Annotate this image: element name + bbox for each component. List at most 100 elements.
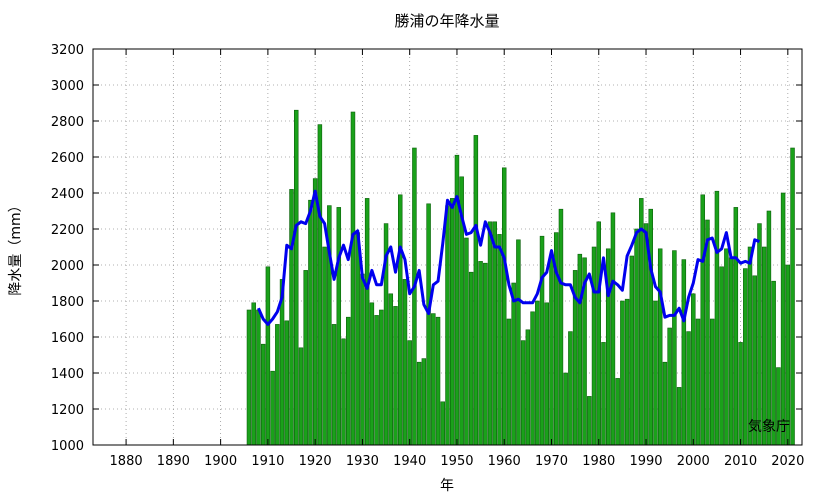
x-tick-label: 1960 — [488, 454, 521, 469]
bar — [705, 219, 710, 446]
bar — [648, 208, 653, 446]
bar — [549, 257, 554, 446]
bar — [728, 257, 734, 446]
bar — [530, 311, 535, 446]
bar — [691, 293, 696, 446]
bar — [317, 124, 323, 446]
bar — [445, 205, 450, 446]
x-tick-label: 1930 — [346, 454, 379, 469]
bar — [761, 246, 767, 446]
bar — [303, 270, 308, 446]
x-tick-label: 2000 — [677, 454, 710, 469]
bar — [341, 338, 346, 446]
bar — [298, 347, 304, 446]
moving-average-polyline — [257, 189, 760, 326]
bar — [256, 309, 261, 446]
bar — [700, 194, 705, 446]
bar — [483, 262, 488, 446]
bar — [492, 221, 498, 446]
x-ticks: 1880 1890 1900 1910 1920 1930 1940 1950 1960 1970… — [110, 49, 804, 469]
bar — [487, 221, 493, 446]
y-tick-label: 1600 — [51, 331, 84, 346]
bar — [587, 396, 592, 446]
bar — [686, 331, 691, 446]
y-tick-label: 2200 — [51, 223, 84, 238]
bar — [464, 237, 469, 446]
x-tick-label: 1990 — [629, 454, 662, 469]
bar — [591, 246, 597, 446]
plot-frame — [92, 48, 803, 446]
x-tick-label: 1940 — [393, 454, 426, 469]
bar — [757, 223, 762, 446]
bar — [511, 282, 516, 446]
bar — [393, 306, 398, 446]
y-tick-label: 1400 — [51, 367, 84, 382]
x-tick-label: 2020 — [771, 454, 804, 469]
bar — [374, 315, 379, 446]
bar — [251, 302, 256, 446]
bar — [407, 340, 412, 446]
bar — [615, 378, 620, 446]
bar — [478, 261, 483, 446]
y-tick-label: 3200 — [51, 43, 84, 58]
moving-average-line — [257, 189, 760, 326]
bar — [714, 190, 720, 446]
bar — [563, 372, 568, 446]
x-tick-label: 1980 — [582, 454, 615, 469]
bar — [596, 221, 601, 446]
y-tick-label: 2400 — [51, 187, 84, 202]
bar — [662, 361, 668, 446]
bar — [270, 370, 275, 446]
x-tick-label: 1910 — [251, 454, 284, 469]
bar — [657, 248, 663, 446]
bar — [516, 239, 521, 446]
bar — [289, 189, 294, 446]
bar — [388, 293, 394, 446]
chart-title: 勝浦の年降水量 — [394, 12, 499, 30]
bar — [747, 246, 753, 446]
bar — [416, 361, 422, 446]
x-tick-label: 1920 — [299, 454, 332, 469]
bar — [790, 147, 795, 446]
y-tick-label: 3000 — [51, 79, 84, 94]
x-tick-label: 2010 — [724, 454, 757, 469]
y-tick-label: 2800 — [51, 115, 84, 130]
bar — [275, 324, 280, 446]
bar — [520, 340, 526, 446]
bar — [643, 223, 649, 446]
bar — [350, 111, 356, 446]
bar — [558, 208, 564, 446]
bar — [624, 298, 630, 446]
bar — [639, 198, 644, 446]
bar — [284, 320, 290, 446]
y-ticks: 1000 1200 1400 1600 1800 2000 2200 2400 2600 2800… — [51, 43, 802, 454]
bar — [360, 273, 365, 446]
y-tick-label: 1800 — [51, 295, 84, 310]
bar — [397, 194, 403, 446]
x-tick-label: 1880 — [110, 454, 143, 469]
bar — [620, 300, 625, 446]
bar — [506, 318, 512, 446]
bar — [426, 203, 431, 446]
bar — [294, 109, 299, 446]
source-label: 気象庁 — [748, 419, 790, 435]
bar — [435, 316, 441, 446]
bar — [672, 250, 677, 446]
bar — [629, 255, 635, 446]
bar — [766, 210, 772, 446]
bar — [568, 331, 573, 446]
bar — [544, 302, 549, 446]
bar — [473, 135, 479, 446]
bar — [412, 147, 417, 446]
bar — [468, 271, 474, 446]
bar — [421, 358, 427, 446]
bar — [431, 313, 436, 446]
bar — [785, 264, 791, 446]
bar — [336, 207, 342, 446]
bar — [539, 235, 545, 446]
bar — [676, 387, 682, 446]
bar — [724, 248, 729, 446]
bar — [265, 266, 271, 446]
bar — [402, 279, 408, 446]
bar — [709, 318, 715, 446]
